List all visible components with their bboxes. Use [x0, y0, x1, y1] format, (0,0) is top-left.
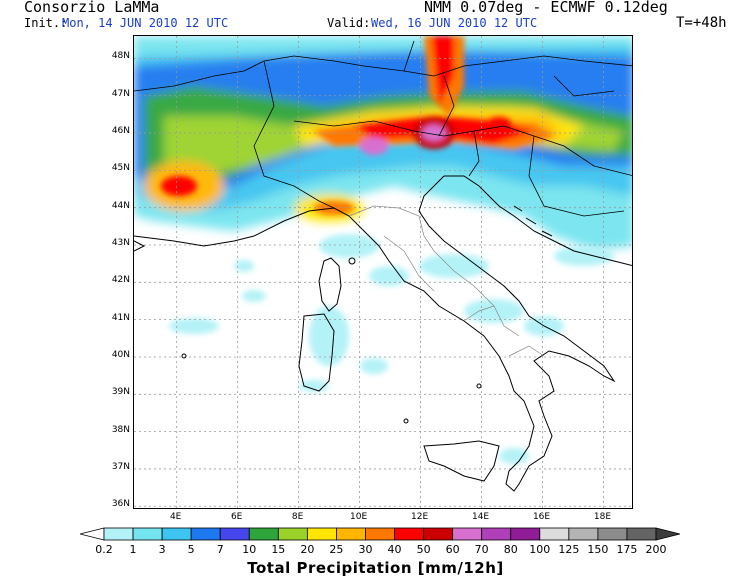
- lon-label: 4E: [169, 512, 182, 522]
- lat-label: 38N: [111, 424, 130, 435]
- lat-label: 37N: [111, 461, 130, 472]
- init-time: Mon, 14 JUN 2010 12 UTC: [62, 16, 229, 30]
- colorbar-tick-label: 50: [416, 543, 431, 556]
- precipitation-map: [133, 35, 633, 509]
- model-title: NMM 0.07deg - ECMWF 0.12deg: [424, 0, 668, 16]
- colorbar-tick-label: 25: [329, 543, 344, 556]
- colorbar-tick-label: 7: [216, 543, 224, 556]
- colorbar-segment: [481, 527, 512, 541]
- colorbar-tick-label: 150: [587, 543, 609, 556]
- colorbar-segment: [597, 527, 628, 541]
- colorbar-tick-label: 20: [300, 543, 315, 556]
- lon-label: 6E: [230, 512, 243, 522]
- lon-label: 16E: [532, 512, 551, 522]
- lat-label: 47N: [111, 88, 130, 99]
- colorbar-low-arrow: [80, 527, 105, 541]
- lon-label: 8E: [291, 512, 304, 522]
- colorbar-segment: [539, 527, 570, 541]
- colorbar-segment: [568, 527, 599, 541]
- colorbar-title: Total Precipitation [mm/12h]: [247, 559, 504, 577]
- colorbar-segment: [132, 527, 163, 541]
- colorbar-tick-label: 40: [387, 543, 402, 556]
- lat-label: 48N: [111, 51, 130, 62]
- colorbar-segment: [365, 527, 395, 541]
- valid-label: Valid:: [327, 16, 371, 30]
- colorbar-segment: [190, 527, 221, 541]
- colorbar-segment: [626, 527, 657, 541]
- colorbar-segment: [510, 527, 541, 541]
- lat-label: 41N: [111, 312, 130, 323]
- colorbar: [80, 527, 680, 541]
- lon-label: 18E: [593, 512, 612, 522]
- org-title: Consorzio LaMMa: [24, 0, 160, 16]
- scattered-showers: [169, 234, 614, 464]
- colorbar-segment: [248, 527, 279, 541]
- colorbar-tick-label: 60: [445, 543, 460, 556]
- colorbar-tick-label: 175: [616, 543, 638, 556]
- colorbar-segment: [219, 527, 250, 541]
- lat-label: 44N: [111, 200, 130, 211]
- colorbar-tick-label: 0.2: [95, 543, 113, 556]
- lat-label: 40N: [111, 349, 130, 360]
- colorbar-tick-label: 80: [503, 543, 518, 556]
- lat-label: 42N: [111, 275, 130, 286]
- lat-label: 43N: [111, 238, 130, 248]
- colorbar-tick-label: 3: [158, 543, 166, 556]
- colorbar-segment: [423, 527, 454, 541]
- lon-label: 14E: [471, 512, 490, 522]
- colorbar-segment: [452, 527, 483, 541]
- colorbar-high-arrow: [655, 527, 680, 541]
- borders: [134, 40, 632, 217]
- colorbar-tick-label: 30: [358, 543, 373, 556]
- colorbar-segment: [103, 527, 134, 541]
- map-canvas: [134, 36, 632, 508]
- colorbar-segment: [277, 527, 308, 541]
- lat-label: 45N: [111, 163, 130, 174]
- coastlines: [134, 175, 632, 492]
- colorbar-segment: [161, 527, 192, 541]
- lon-label: 12E: [411, 512, 429, 522]
- colorbar-segment: [394, 527, 424, 541]
- colorbar-tick-label: 70: [474, 543, 489, 556]
- init-label: Init.:: [24, 16, 68, 30]
- colorbar-tick-label: 200: [645, 543, 667, 556]
- colorbar-tick-label: 1: [129, 543, 137, 556]
- lead-time: T=+48h: [676, 15, 727, 31]
- valid-time: Wed, 16 JUN 2010 12 UTC: [371, 16, 538, 30]
- colorbar-tick-label: 125: [558, 543, 580, 556]
- colorbar-segment: [306, 527, 337, 541]
- precip-field: [134, 36, 632, 251]
- colorbar-tick-label: 5: [187, 543, 195, 556]
- lat-label: 36N: [111, 499, 130, 510]
- lat-label: 39N: [111, 387, 130, 398]
- regional-borders: [348, 205, 545, 357]
- lat-label: 46N: [111, 126, 130, 137]
- colorbar-tick-label: 100: [529, 543, 551, 556]
- lon-label: 10E: [350, 512, 368, 522]
- colorbar-segment: [336, 527, 366, 541]
- colorbar-tick-label: 10: [242, 543, 257, 556]
- colorbar-tick-label: 15: [271, 543, 286, 556]
